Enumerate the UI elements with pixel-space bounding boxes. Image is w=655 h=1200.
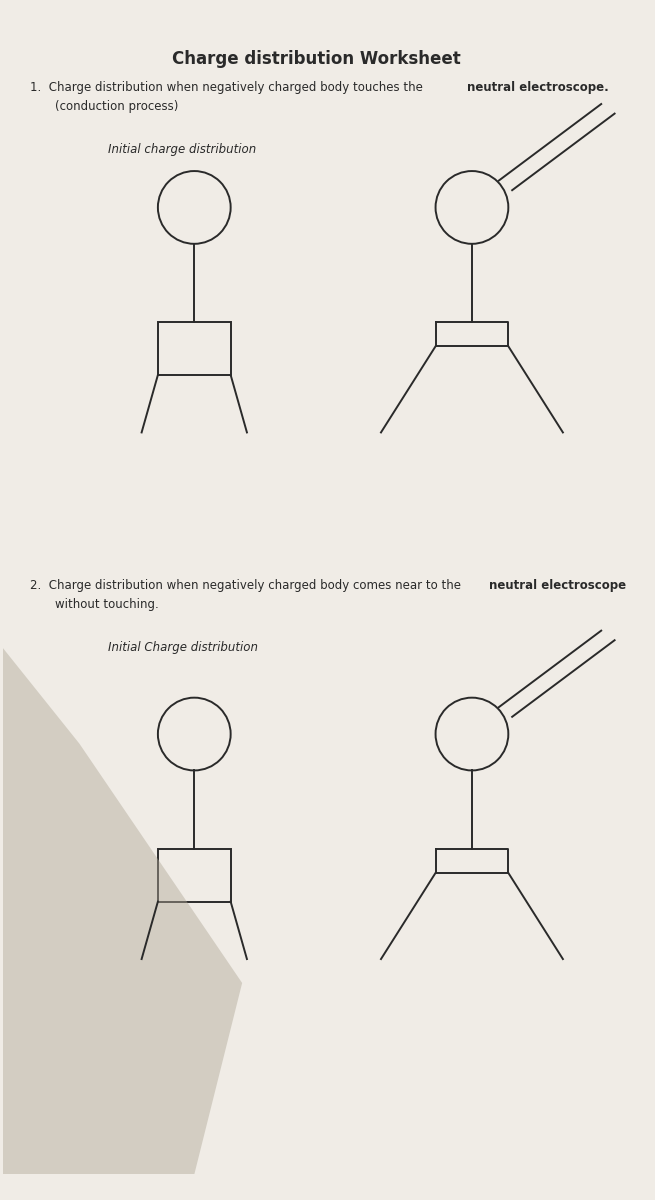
Text: Initial charge distribution: Initial charge distribution (108, 144, 256, 156)
Text: Initial Charge distribution: Initial Charge distribution (108, 641, 258, 654)
Polygon shape (3, 648, 242, 1175)
Text: (conduction process): (conduction process) (56, 101, 179, 113)
Text: neutral electroscope: neutral electroscope (489, 580, 626, 592)
Text: 2.  Charge distribution when negatively charged body comes near to the: 2. Charge distribution when negatively c… (29, 580, 464, 592)
Bar (158, 848, 231, 901)
Bar (158, 323, 231, 374)
Text: Charge distribution Worksheet: Charge distribution Worksheet (172, 50, 460, 68)
Text: neutral electroscope.: neutral electroscope. (467, 82, 609, 95)
Text: 1.  Charge distribution when negatively charged body touches the: 1. Charge distribution when negatively c… (29, 82, 426, 95)
Text: without touching.: without touching. (56, 599, 159, 611)
